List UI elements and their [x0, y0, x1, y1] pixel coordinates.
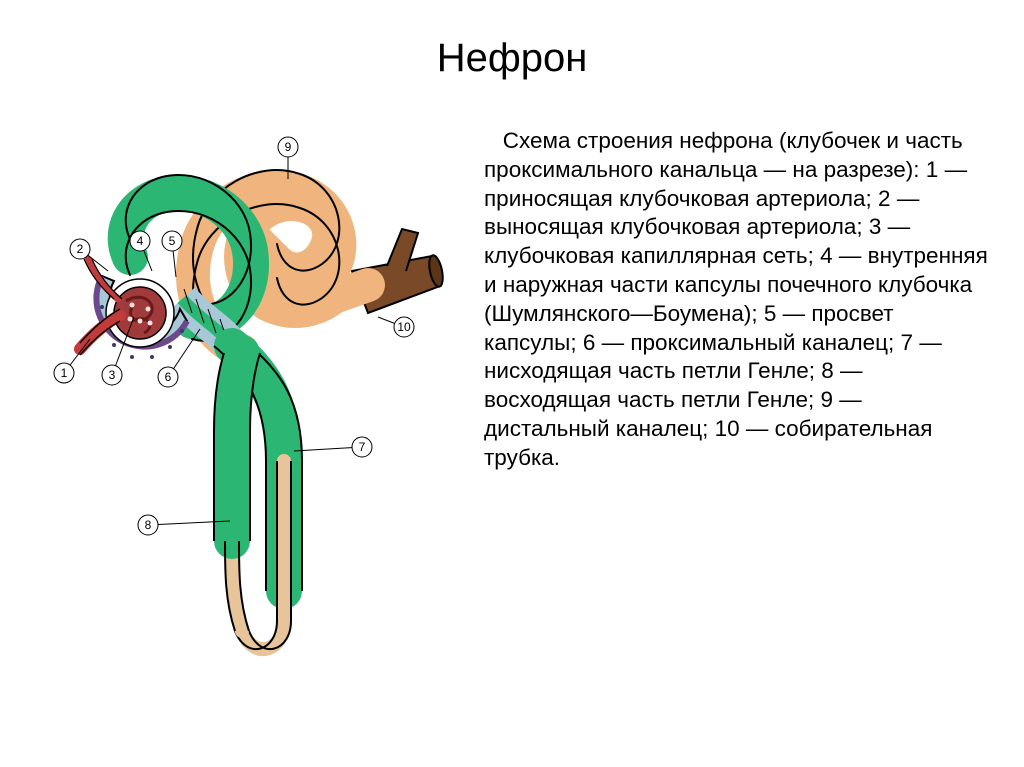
- text-panel: Схема строения нефрона (клубочек и часть…: [484, 121, 992, 681]
- nephron-diagram: 1 2 3 4 5 6 7 8 9 10: [32, 121, 452, 681]
- label-number-8: 8: [145, 518, 152, 532]
- label-number-2: 2: [77, 242, 84, 256]
- page-title: Нефрон: [0, 0, 1024, 81]
- label-number-7: 7: [359, 440, 366, 454]
- label-number-5: 5: [169, 234, 176, 248]
- description-text: Схема строения нефрона (клубочек и часть…: [484, 127, 992, 473]
- diagram-panel: 1 2 3 4 5 6 7 8 9 10: [32, 121, 452, 681]
- label-number-10: 10: [397, 320, 411, 334]
- label-number-4: 4: [137, 234, 144, 248]
- label-number-3: 3: [109, 368, 116, 382]
- label-number-6: 6: [165, 370, 172, 384]
- content-row: 1 2 3 4 5 6 7 8 9 10 Схема строения нефрона (клуб…: [0, 81, 1024, 681]
- label-number-1: 1: [61, 366, 68, 380]
- label-number-9: 9: [285, 140, 292, 154]
